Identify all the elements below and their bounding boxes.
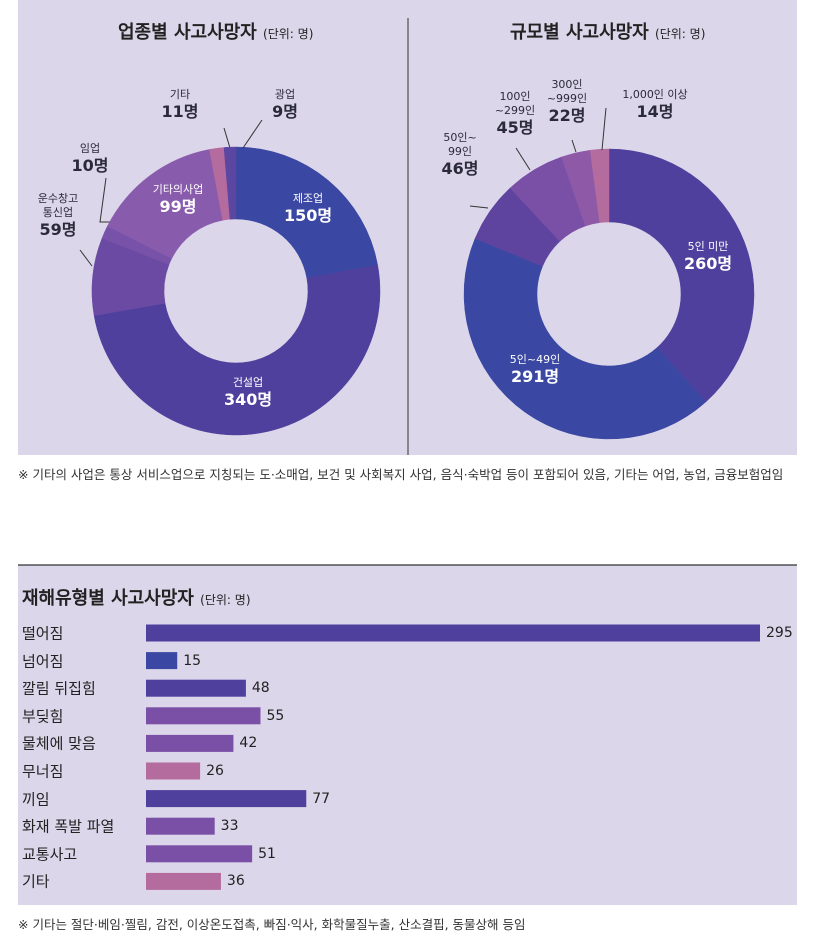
donut-slice (589, 148, 610, 223)
leader-line (99, 177, 112, 223)
leader-line (571, 139, 577, 153)
donut-slice (235, 146, 378, 279)
bar-value: 15 (183, 652, 202, 669)
footnote: ※ 기타는 절단·베임·찔림, 감전, 이상온도접촉, 빠짐·익사, 화학물질누… (18, 917, 526, 932)
bottom-panel (18, 565, 797, 905)
leader-line (242, 119, 263, 149)
leader-line (515, 147, 531, 171)
bar-category: 무너짐 (22, 762, 64, 781)
slice-value: 10명 (71, 156, 109, 175)
bar (146, 762, 201, 780)
bar-value: 51 (258, 845, 276, 862)
chart-title: 업종별 사고사망자 (118, 22, 257, 43)
bar (146, 872, 221, 890)
bar-category: 깔림 뒤집힘 (22, 679, 96, 698)
bar-value: 48 (251, 680, 270, 697)
bar-category: 교통사고 (22, 845, 78, 864)
slice-value: 46명 (441, 159, 479, 178)
bar (146, 624, 760, 642)
slice-category: 5인 미만 (687, 240, 729, 253)
donut-slice (223, 146, 237, 220)
leader-line (79, 249, 93, 267)
slice-value: 14명 (636, 102, 674, 121)
leader-line (601, 107, 607, 151)
bar-category: 부딪힘 (22, 707, 64, 726)
slice-value: 9명 (272, 102, 298, 121)
chart-title: 재해유형별 사고사망자 (22, 588, 194, 609)
slice-category: 50인~ 99인 (443, 131, 477, 158)
slice-category: 기타의사업 (152, 183, 204, 196)
bar-category: 기타 (22, 872, 50, 891)
bar-value: 33 (220, 818, 239, 835)
slice-value: 150명 (283, 206, 333, 225)
title-wrap: 규모별 사고사망자 (단위: 명) (510, 18, 705, 44)
slice-value: 59명 (39, 220, 77, 239)
slice-category: 임업 (79, 142, 101, 155)
chart-subtitle: (단위: 명) (200, 593, 251, 607)
bar-value: 26 (206, 763, 224, 779)
slice-category: 1,000인 이상 (622, 88, 688, 101)
slice-value: 11명 (161, 102, 199, 121)
bar-category: 넘어짐 (22, 652, 64, 671)
bar-value: 36 (226, 873, 245, 890)
bar-value: 42 (239, 735, 258, 752)
donut-slice (608, 148, 755, 403)
chart-title: 규모별 사고사망자 (510, 22, 649, 43)
leader-line (223, 127, 231, 149)
slice-category: 운수창고 통신업 (37, 192, 79, 219)
slice-category: 제조업 (292, 192, 324, 205)
bar (146, 652, 178, 670)
leader-line (469, 205, 489, 209)
bar (146, 679, 246, 697)
slice-value: 99명 (159, 197, 197, 216)
bar-category: 떨어짐 (22, 624, 64, 643)
chart-subtitle: (단위: 명) (263, 27, 314, 41)
bar-category: 끼임 (22, 790, 50, 809)
slice-value: 260명 (683, 254, 733, 273)
slice-category: 광업 (274, 88, 296, 101)
bar-value: 295 (766, 625, 793, 641)
bar (146, 707, 261, 725)
slice-value: 22명 (548, 106, 586, 125)
slice-category: 300인 ~999인 (546, 78, 588, 105)
slice-value: 340명 (223, 390, 273, 409)
title-wrap: 업종별 사고사망자 (단위: 명) (118, 18, 313, 44)
bar (146, 790, 307, 808)
slice-category: 기타 (169, 88, 191, 101)
bar-value: 77 (312, 790, 331, 807)
bar (146, 817, 215, 835)
slice-category: 5인~49인 (509, 353, 561, 366)
bar-value: 55 (266, 707, 285, 724)
bar-category: 화재 폭발 파열 (22, 817, 115, 836)
bar (146, 734, 234, 752)
footnote: ※ 기타의 사업은 통상 서비스업으로 지칭되는 도·소매업, 보건 및 사회복… (18, 467, 784, 482)
slice-category: 건설업 (232, 376, 264, 389)
slice-value: 291명 (510, 367, 560, 386)
chart-subtitle: (단위: 명) (655, 27, 706, 41)
slice-category: 100인 ~299인 (494, 90, 536, 117)
title-wrap: 재해유형별 사고사망자 (단위: 명) (22, 584, 251, 610)
donut-slice (463, 238, 707, 440)
bar (146, 845, 253, 863)
bar-category: 물체에 맞음 (22, 734, 96, 753)
slice-value: 45명 (496, 118, 534, 137)
